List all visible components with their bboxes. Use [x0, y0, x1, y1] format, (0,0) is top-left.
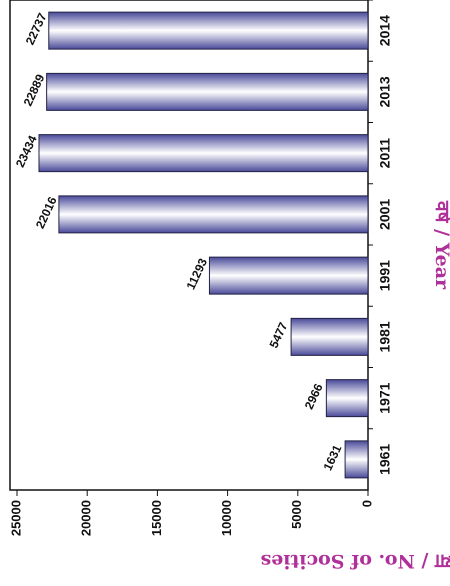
bar-1981	[290, 317, 369, 356]
value-tick-label-20000: 20000	[79, 500, 94, 536]
y-axis-title: संस्थांची संख्या / No. of Socities	[261, 550, 450, 573]
category-label-2001: 2001	[376, 199, 392, 230]
value-tick-label-5000: 5000	[289, 500, 304, 529]
bar-2001	[58, 195, 369, 234]
bar-1961	[344, 440, 369, 479]
bar-2014	[48, 11, 369, 50]
category-label-2011: 2011	[376, 138, 392, 169]
value-tick-label-0: 0	[359, 500, 374, 507]
category-label-1971: 1971	[376, 382, 392, 413]
value-tick-label-25000: 25000	[8, 500, 23, 536]
category-axis-ticks: 1961 1971 1981 1991 2001 2011 2013 2014	[368, 0, 392, 475]
bar-1971	[325, 379, 369, 418]
category-label-1991: 1991	[376, 260, 392, 291]
bar-2011	[38, 134, 369, 173]
value-axis-ticks: 0 5000 10000 15000 20000 25000	[8, 490, 374, 536]
x-axis-title: वर्ष / Year	[431, 200, 450, 290]
bar-2013	[46, 72, 369, 111]
category-label-1981: 1981	[376, 321, 392, 352]
category-label-1961: 1961	[376, 444, 392, 475]
category-label-2013: 2013	[376, 76, 392, 107]
value-tick-label-15000: 15000	[149, 500, 164, 536]
bar-1991	[208, 256, 369, 295]
value-tick-label-10000: 10000	[219, 500, 234, 536]
category-label-2014: 2014	[376, 15, 392, 46]
